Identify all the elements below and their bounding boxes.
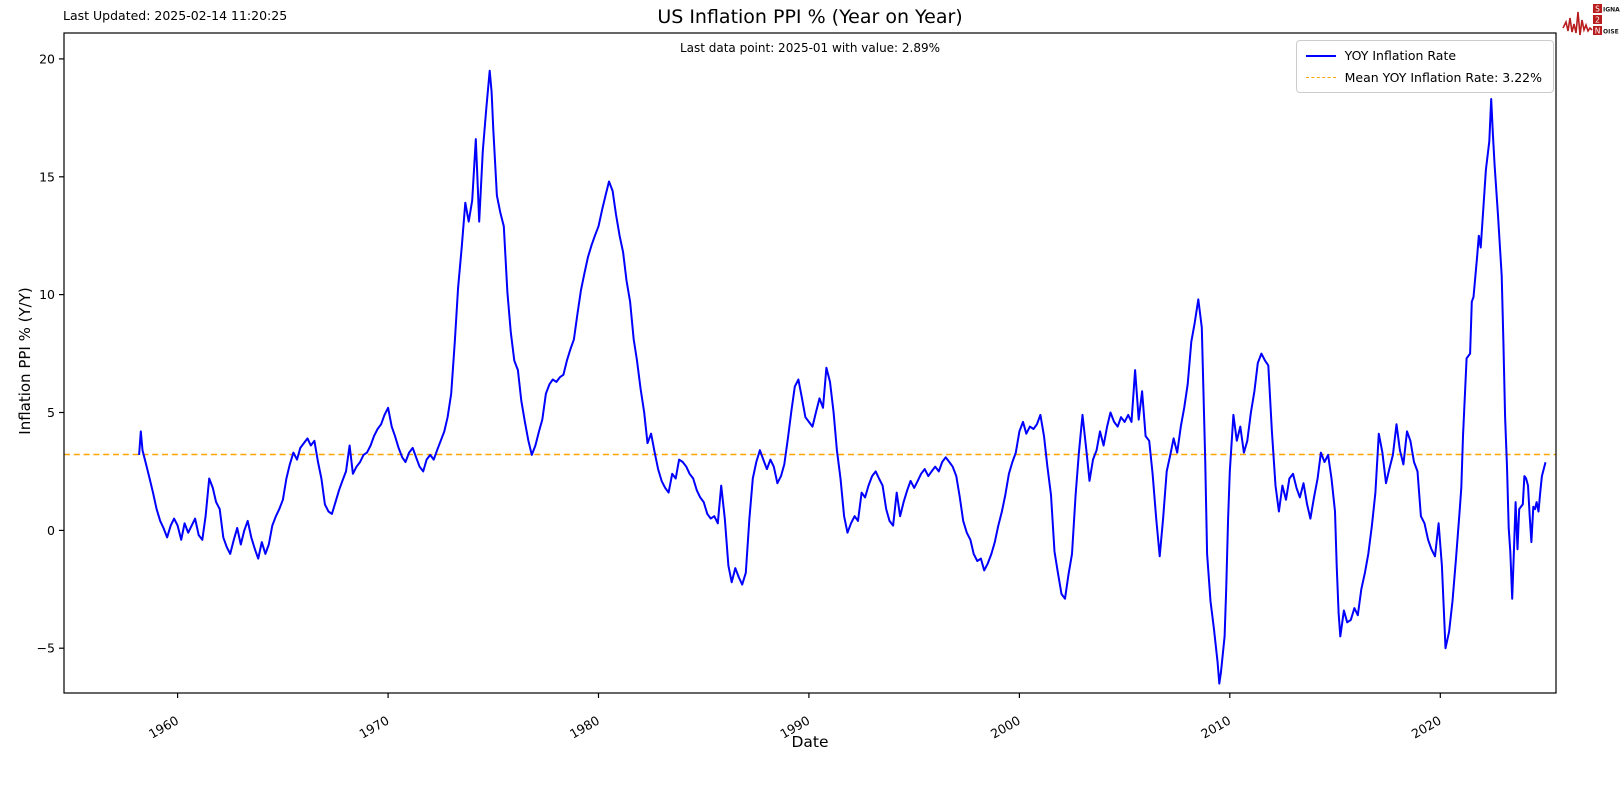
- logo-word-ignal: IGNAL: [1603, 6, 1620, 13]
- yoy-inflation-line: [138, 69, 1547, 685]
- logo-letter-n: N: [1595, 26, 1601, 35]
- x-axis-label: Date: [791, 733, 829, 751]
- chart-title: US Inflation PPI % (Year on Year): [657, 6, 963, 28]
- legend-label-yoy: YOY Inflation Rate: [1344, 48, 1457, 63]
- y-axis-label: Inflation PPI % (Y/Y): [16, 287, 34, 435]
- logo-digit-2: 2: [1595, 15, 1600, 24]
- last-updated-text: Last Updated: 2025-02-14 11:20:25: [63, 8, 288, 23]
- legend-item-yoy: YOY Inflation Rate: [1305, 48, 1542, 63]
- y-tick-label: 0: [47, 523, 55, 538]
- signal2noise-logo: S IGNAL 2 N OISE: [1562, 4, 1620, 36]
- chart-subtitle: Last data point: 2025-01 with value: 2.8…: [679, 41, 941, 55]
- legend-item-mean: Mean YOY Inflation Rate: 3.22%: [1305, 70, 1542, 85]
- y-tick-label: 5: [47, 405, 55, 420]
- plot-border: [63, 32, 1557, 694]
- legend-sample-mean: [1305, 77, 1336, 78]
- waveform-icon: [1562, 11, 1593, 36]
- y-tick-label: 10: [39, 287, 55, 302]
- y-tick-label: 15: [39, 169, 55, 184]
- y-tick-label: −5: [37, 641, 55, 656]
- logo-word-oise: OISE: [1603, 28, 1619, 35]
- logo-letter-s: S: [1595, 4, 1600, 13]
- legend[interactable]: YOY Inflation Rate Mean YOY Inflation Ra…: [1295, 40, 1554, 93]
- legend-sample-line: [1305, 54, 1336, 57]
- legend-label-mean: Mean YOY Inflation Rate: 3.22%: [1344, 70, 1542, 85]
- y-tick-label: 20: [39, 51, 55, 66]
